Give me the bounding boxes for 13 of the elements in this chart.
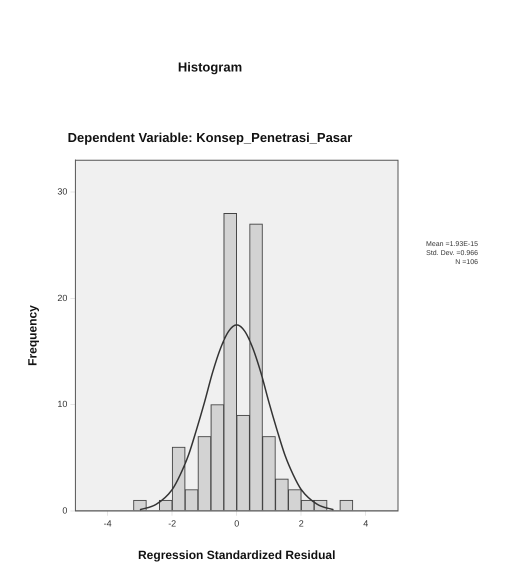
y-tick-label: 30 [57, 186, 68, 197]
x-tick-label: 0 [234, 518, 240, 529]
chart-title: Histogram [178, 59, 242, 74]
y-tick-label: 0 [62, 505, 68, 516]
x-tick-label: 4 [363, 518, 368, 529]
y-tick-label: 20 [57, 292, 68, 303]
x-tick-label: 2 [298, 518, 304, 529]
x-tick-label: -4 [104, 518, 112, 529]
chart-subtitle: Dependent Variable: Konsep_Penetrasi_Pasar [68, 130, 352, 145]
x-tick-label: -2 [168, 518, 176, 529]
x-axis-title: Regression Standardized Residual [138, 548, 336, 562]
y-tick-label: 10 [57, 399, 68, 410]
y-axis-title: Frequency [26, 304, 40, 366]
